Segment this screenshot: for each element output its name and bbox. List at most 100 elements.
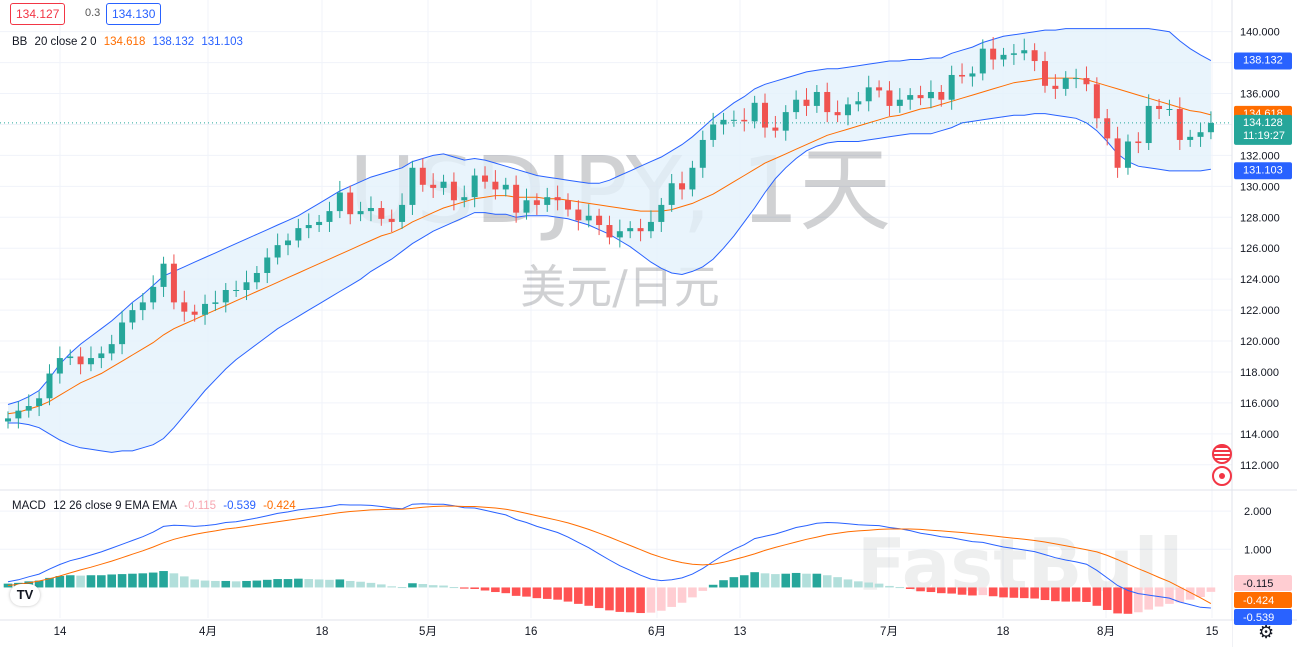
macd-hist-bar — [76, 575, 85, 588]
candle-body — [813, 91, 820, 106]
candle-body — [119, 322, 126, 345]
macd-hist-bar — [719, 580, 728, 588]
last-price-label-box — [1234, 114, 1292, 145]
macd-hist-bar — [802, 573, 811, 588]
macd-hist-bar — [1009, 587, 1019, 598]
candle-body — [87, 358, 94, 365]
candle-body — [316, 221, 323, 226]
time-tick-label: 18 — [316, 626, 329, 638]
macd-hist-bar — [833, 577, 842, 588]
us-flag-icon[interactable] — [1212, 444, 1232, 464]
macd-hist-bar — [335, 579, 345, 588]
macd-hist-bar — [138, 573, 148, 588]
candle-body — [212, 302, 219, 304]
candle-body — [772, 127, 779, 131]
candle-body — [886, 90, 893, 106]
macd-hist-bar — [957, 587, 967, 595]
macd-hist-bar — [750, 572, 759, 588]
macd-hist-bar — [1134, 587, 1143, 613]
macd-hist-bar — [304, 579, 314, 588]
macd-hist-bar — [781, 573, 791, 588]
candle-body — [1114, 138, 1121, 168]
candle-body — [295, 228, 302, 241]
macd-hist-bar — [791, 572, 801, 588]
macd-hist-bar — [159, 571, 168, 588]
tradingview-logo-icon[interactable]: TV — [10, 584, 40, 606]
candle-body — [450, 181, 457, 201]
macd-hist-bar — [408, 583, 417, 588]
bb-legend-upper: 138.132 — [152, 36, 195, 48]
macd-hist-bar — [480, 587, 490, 591]
candle-body — [720, 119, 727, 125]
macd-hist-bar — [698, 587, 708, 591]
candle-body — [907, 95, 914, 100]
candle-body — [1207, 122, 1214, 133]
candles-group — [5, 37, 1214, 429]
macd-hist-bar — [522, 587, 531, 597]
macd-hist-bar — [1165, 587, 1174, 604]
candle-body — [108, 344, 115, 354]
signal-line — [7, 505, 1212, 605]
jp-flag-icon[interactable] — [1212, 466, 1232, 486]
candle-body — [803, 99, 810, 106]
macd-hist-bar — [428, 585, 438, 588]
gear-icon[interactable]: ⚙ — [1258, 622, 1275, 642]
candle-body — [1052, 85, 1059, 89]
macd-hist-bar — [657, 587, 666, 611]
candle-body — [170, 263, 177, 303]
macd-hist-bar — [55, 576, 65, 588]
macd-legend-name: MACD — [12, 500, 46, 512]
macd-hist-bar — [377, 584, 386, 588]
candle-body — [1135, 141, 1142, 144]
macd-hist-bar — [605, 587, 614, 611]
time-tick-label: 7月 — [880, 626, 898, 638]
macd-hist-bar — [926, 587, 936, 593]
bb-legend[interactable]: BB 20 close 2 0 134.618 138.132 131.103 — [12, 36, 247, 48]
price-tick-label: 116.000 — [1240, 398, 1279, 410]
bb-lower-price-label: 131.103 — [1243, 164, 1283, 176]
macd-hist-bar — [988, 587, 998, 597]
macd-hist-bar — [771, 574, 780, 588]
macd-hist-bar — [594, 587, 604, 609]
bid-price[interactable]: 134.127 — [10, 3, 66, 25]
candle-body — [564, 200, 571, 210]
candle-body — [284, 240, 291, 246]
candle-body — [533, 200, 540, 205]
candle-body — [357, 211, 364, 215]
macd-hist-bar — [86, 575, 96, 588]
macd-legend[interactable]: MACD 12 26 close 9 EMA EMA -0.115 -0.539… — [12, 500, 300, 512]
macd-hist-bar — [1175, 587, 1185, 603]
bb-legend-name: BB — [12, 36, 28, 48]
macd-hist-bar — [1196, 587, 1205, 597]
candle-body — [1062, 78, 1069, 89]
macd-legend-hist: -0.115 — [184, 500, 217, 512]
candle-body — [471, 175, 478, 198]
macd-hist-bar — [34, 580, 44, 588]
macd-legend-signal: -0.424 — [263, 500, 296, 512]
macd-hist-bar — [532, 587, 542, 599]
candle-body — [762, 102, 769, 128]
bb-legend-lower: 131.103 — [201, 36, 243, 48]
macd-hist-bar — [895, 587, 905, 589]
bb-legend-params: 20 close 2 0 — [34, 36, 97, 48]
macd-hist-bar — [1061, 587, 1071, 602]
time-tick-label: 15 — [1206, 626, 1219, 638]
macd-hist-bar — [3, 583, 13, 588]
candle-body — [1021, 50, 1028, 54]
ask-price[interactable]: 134.130 — [106, 3, 162, 25]
macd-hist-bar — [169, 573, 179, 588]
candle-body — [544, 197, 551, 205]
macd-hist-bar — [1051, 587, 1060, 602]
macd-hist-bar — [273, 579, 282, 588]
candle-body — [1187, 136, 1194, 140]
last-price-label: 11:19:27 — [1243, 130, 1285, 142]
macd-hist-bar — [179, 576, 189, 588]
macd-hist-bar — [1092, 587, 1102, 606]
candle-body — [15, 410, 22, 419]
macd-hist-bar — [646, 587, 656, 613]
macd-legend-macd: -0.539 — [223, 500, 256, 512]
candle-body — [699, 139, 706, 168]
price-tick-label: 124.000 — [1240, 274, 1280, 286]
